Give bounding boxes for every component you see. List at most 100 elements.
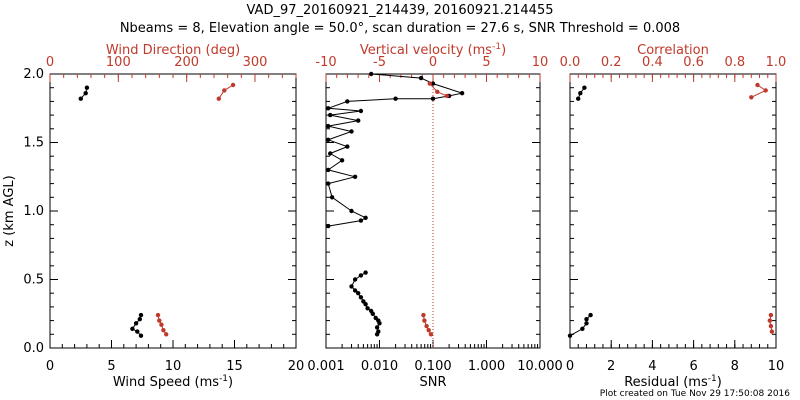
wind-direction-point (161, 328, 166, 333)
panel-1-bottom-tick-label: 15 (226, 359, 243, 374)
wind-direction-point (230, 82, 236, 88)
snr-point (326, 106, 331, 111)
y-tick-label: 1.0 (23, 204, 44, 219)
correlation-line (769, 315, 773, 332)
panel-3-top-tick-label: 0.8 (724, 55, 745, 70)
panel-2-top-label-sup: -1 (492, 42, 501, 52)
snr-point (349, 129, 354, 134)
panel-1-bottom-tick-label: 20 (288, 359, 305, 374)
panel-3-bottom-label-end: ) (717, 375, 722, 390)
panel-3-top-tick-label: 0.6 (683, 55, 704, 70)
panel-1-top-tick-label: 300 (243, 55, 268, 70)
snr-point (358, 108, 364, 114)
panel-1-bottom-tick-label: 0 (46, 359, 54, 374)
panel-2-bottom-tick-label: 10.000 (517, 359, 563, 374)
snr-point (329, 195, 335, 200)
snr-point (418, 75, 424, 81)
panel-2-top-axis-label: Vertical velocity (ms-1) (360, 42, 506, 58)
wind-speed-point (138, 312, 144, 318)
panel-1-bottom-axis-label: Wind Speed (ms-1) (113, 374, 233, 390)
snr-point (328, 151, 333, 156)
wind-speed-point (133, 321, 139, 326)
snr-point (326, 167, 331, 173)
snr-point (393, 96, 398, 101)
snr-point (326, 223, 331, 229)
panel-2-bottom-tick-label: 1.000 (468, 359, 505, 374)
vertical-velocity-point (427, 81, 432, 86)
panel-2-top-tick-label: 10 (532, 55, 549, 70)
snr-point (363, 270, 368, 275)
snr-point (326, 123, 331, 129)
residual-point (582, 85, 587, 90)
panel-3-top-tick-label: 0.0 (560, 55, 581, 70)
panel-2-bottom-tick-label: 0.100 (414, 359, 451, 374)
snr-point (339, 158, 345, 163)
footer-note: Plot created on Tue Nov 29 17:50:08 2016 (600, 389, 790, 399)
panel-3-bottom-tick-label: 2 (607, 359, 615, 374)
vertical-velocity-point (426, 328, 431, 333)
panel-3-bottom-tick-label: 6 (689, 359, 697, 374)
snr-point (365, 306, 370, 311)
correlation-point (767, 318, 772, 323)
panel-3-top-tick-label: 1.0 (766, 55, 787, 70)
panel-1-bottom-label-sup: -1 (219, 374, 228, 384)
panel-1-bottom-label-end: ) (228, 375, 233, 390)
panel-1-bottom-label-text: Wind Speed (ms (113, 375, 219, 390)
panel-3-bottom-tick-label: 0 (566, 359, 574, 374)
panel-2-top-label-end: ) (501, 43, 506, 58)
panel-2-bottom-tick-label: 0.010 (361, 359, 398, 374)
wind-direction-point (164, 332, 169, 337)
snr-point (352, 277, 358, 282)
snr-point (377, 321, 382, 326)
y-tick-label: 0.0 (23, 341, 44, 356)
y-axis-label: z (km AGL) (2, 175, 17, 246)
residual-point (567, 333, 573, 338)
wind-speed-point (137, 317, 142, 322)
panel-3-bottom-axis-label: Residual (ms-1) (624, 374, 722, 390)
snr-point (374, 332, 380, 337)
correlation-point (768, 312, 774, 318)
panel-2-top-tick-label: -5 (373, 55, 386, 70)
title-line-1: VAD_97_20160921_214439, 20160921.214455 (247, 3, 554, 18)
panel-3-bottom-tick-label: 8 (731, 359, 739, 374)
snr-point (356, 118, 361, 123)
correlation-point (749, 95, 754, 100)
panel-1-top-axis-label: Wind Direction (deg) (106, 43, 240, 58)
snr-point (349, 208, 354, 214)
snr-point (370, 311, 375, 316)
wind-speed-point (84, 85, 90, 90)
snr-point (352, 288, 358, 293)
panel-2-bottom-tick-label: 0.001 (307, 359, 344, 374)
panel-3-bottom-tick-label: 4 (648, 359, 656, 374)
panel-1-top-tick-label: 0 (46, 55, 54, 70)
y-tick-label: 0.5 (23, 273, 44, 288)
correlation-point (769, 329, 775, 334)
panel-1-top-tick-label: 100 (106, 55, 131, 70)
vertical-velocity-point (421, 312, 426, 318)
correlation-point (768, 323, 774, 329)
wind-speed-point (83, 91, 88, 96)
y-tick-label: 1.5 (23, 136, 44, 151)
panel-3-bottom-label-sup: -1 (708, 374, 717, 384)
panel-2-bottom-axis-label: SNR (419, 375, 446, 390)
snr-point (356, 291, 361, 296)
wind-direction-point (222, 88, 227, 93)
wind-speed-point (130, 326, 135, 331)
vertical-velocity-point (428, 332, 434, 337)
wind-direction-point (157, 318, 162, 323)
panel-1-top-tick-label: 200 (174, 55, 199, 70)
residual-point (588, 312, 593, 318)
snr-point (430, 81, 436, 86)
wind-speed-point (78, 96, 84, 101)
panel-2-top-tick-label: 5 (482, 55, 490, 70)
title-line-2: Nbeams = 8, Elevation angle = 50.0°, sca… (120, 21, 680, 36)
snr-point (345, 144, 350, 149)
panel-3-top-tick-label: 0.4 (642, 55, 663, 70)
panel-2-top-tick-label: 0 (429, 55, 437, 70)
snr-point (430, 96, 436, 101)
snr-point (358, 273, 364, 278)
panel-3-bottom-tick-label: 10 (768, 359, 785, 374)
vertical-velocity-point (435, 89, 440, 95)
